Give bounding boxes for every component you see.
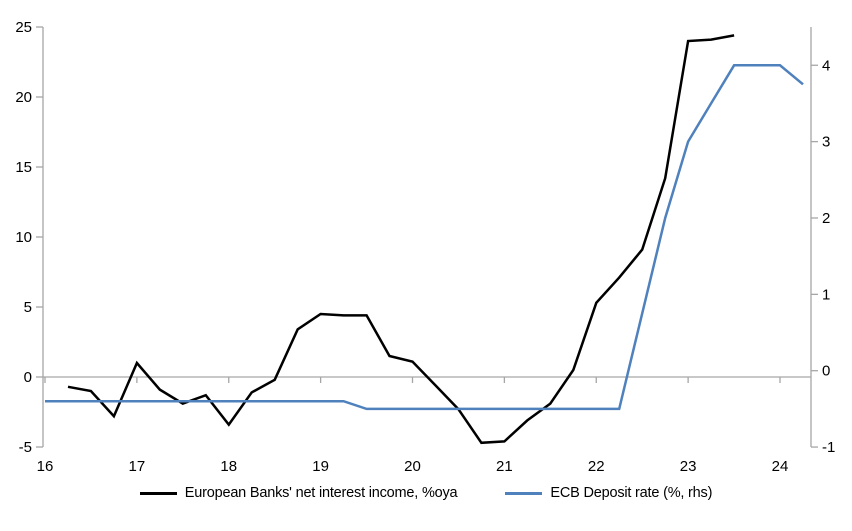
right-axis-label: 4 [822, 57, 830, 74]
left-axis-label: 25 [15, 19, 32, 36]
legend: European Banks' net interest income, %oy… [0, 485, 852, 501]
x-axis-label: 18 [220, 458, 237, 475]
left-axis-label: 15 [15, 159, 32, 176]
ecb-deposit-rate-line [45, 64, 804, 411]
x-axis-label: 21 [496, 458, 513, 475]
left-axis-label: 0 [24, 369, 32, 386]
legend-item-net-interest-income: European Banks' net interest income, %oy… [139, 485, 458, 501]
x-axis-label: 23 [680, 458, 697, 475]
left-axis-label: 10 [15, 229, 32, 246]
right-axis-label: -1 [822, 439, 835, 456]
x-axis-label: 19 [312, 458, 329, 475]
left-axis-label: -5 [19, 439, 32, 456]
legend-item-ecb-deposit-rate: ECB Deposit rate (%, rhs) [505, 485, 712, 501]
net-interest-income-line-swatch [139, 491, 177, 495]
right-axis-label: 1 [822, 286, 830, 303]
x-axis-label: 17 [129, 458, 146, 475]
left-axis-label: 20 [15, 89, 32, 106]
right-axis-label: 0 [822, 363, 830, 380]
legend-label-net-interest-income: European Banks' net interest income, %oy… [184, 485, 458, 501]
legend-label-ecb-deposit-rate: ECB Deposit rate (%, rhs) [550, 485, 713, 501]
x-axis-label: 20 [404, 458, 421, 475]
x-axis-label: 16 [37, 458, 54, 475]
ecb-deposit-rate-line-swatch [505, 491, 543, 495]
x-axis-label: 24 [772, 458, 789, 475]
right-axis-label: 2 [822, 210, 830, 227]
net-interest-income-line [67, 34, 735, 445]
right-axis-label: 3 [822, 134, 830, 151]
left-axis-label: 5 [24, 299, 32, 316]
x-axis-label: 22 [588, 458, 605, 475]
